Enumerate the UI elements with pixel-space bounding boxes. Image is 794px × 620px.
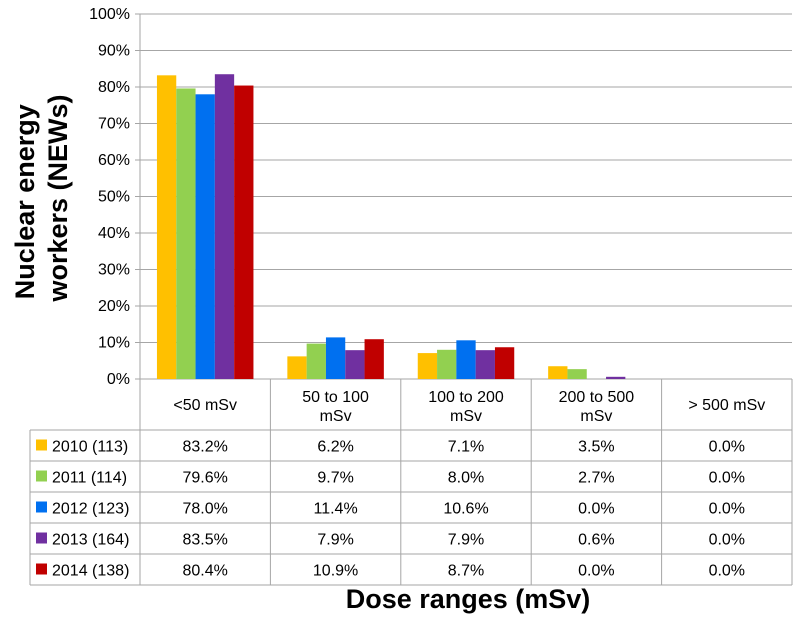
data-table-value: 0.0% [578,501,614,518]
bar [364,339,384,379]
data-table-value: 0.0% [709,501,745,518]
series-name: 2012 (123) [52,501,129,518]
category-label: 200 to 500 mSv [559,389,635,425]
y-axis-label-line-1: Nuclear energy [10,104,40,299]
data-table-value: 6.2% [317,439,353,456]
y-tick-label: 10% [98,335,130,352]
data-table-value: 9.7% [317,470,353,487]
bar [156,75,177,379]
category-label-line: > 500 mSv [688,397,765,414]
data-table-value: 2.7% [578,470,614,487]
y-tick-label: 100% [89,6,130,23]
y-tick-label: 60% [98,152,130,169]
bar [548,366,568,379]
category-label: 50 to 100 mSv [302,389,369,425]
data-table-value: 7.9% [448,532,484,549]
bar [567,369,587,379]
y-tick-label: 50% [98,189,130,206]
bar [195,94,215,380]
series-name: 2011 (114) [52,470,127,487]
table-legend: 2010 (113) 2011 (114) 2012 (123) 2013 (164)… [36,439,129,580]
category-label: 100 to 200 mSv [428,389,504,425]
category-label-line: 200 to 500 [559,389,635,406]
series-name: 2010 (113) [52,439,128,456]
legend-swatch [36,563,47,575]
data-table-value: 3.5% [578,439,614,456]
data-table-value: 7.1% [448,439,484,456]
data-table-value: 8.7% [448,563,484,580]
data-table-value: 0.6% [578,532,614,549]
y-tick-label: 70% [98,116,130,133]
bar [456,340,476,379]
data-table-value: 83.2% [183,439,228,456]
data-table-value: 79.6% [183,470,228,487]
bar [494,347,515,379]
legend-swatch [36,501,47,513]
bar [417,353,438,379]
bar [306,343,326,379]
data-table-value: 0.0% [709,563,745,580]
y-tick-label: 0% [107,371,130,388]
category-label-line: mSv [580,408,612,425]
bar [606,376,626,379]
y-tick-label: 30% [98,262,130,279]
legend-swatch [36,470,47,482]
legend-swatch [36,439,47,451]
data-table: 83.2% 6.2% 7.1% 3.5% 0.0% 79.6% 9.7% 8.0% 2.7% 0.… [29,378,793,586]
y-axis-label-line-2: workers (NEWs) [43,94,73,302]
data-table-value: 83.5% [183,532,228,549]
legend-swatch [36,532,47,544]
bar [176,88,196,380]
category-label-line: mSv [450,408,482,425]
data-table-value: 78.0% [183,501,228,518]
data-table-value: 10.6% [443,501,488,518]
series-name: 2013 (164) [52,532,129,549]
data-table-value: 10.9% [313,563,358,580]
bar [437,349,457,379]
data-table-value: 80.4% [183,563,228,580]
bar [234,85,254,379]
category-label: > 500 mSv [688,397,765,414]
category-label-line: 50 to 100 [302,389,369,406]
bar [287,356,307,379]
category-label-line: 100 to 200 [428,389,504,406]
data-table-value: 11.4% [314,501,358,518]
y-tick-label: 40% [98,225,130,242]
y-tick-label: 20% [98,298,130,315]
bar [345,350,365,379]
bars [156,74,626,380]
category-label-line: <50 mSv [173,397,237,414]
y-axis-ticks: 0% 10% 20% 30% 40% 50% 60% 70% 80% 90% 100% [89,6,130,388]
y-tick-label: 90% [98,43,130,60]
bar [475,350,495,379]
category-label: <50 mSv [173,397,237,414]
bar [214,74,235,379]
x-axis-label: Dose ranges (mSv) [346,584,591,614]
bar [325,337,346,379]
data-table-value: 7.9% [317,532,353,549]
data-table-value: 0.0% [578,563,614,580]
series-name: 2014 (138) [52,563,129,580]
data-table-value: 8.0% [448,470,484,487]
category-label-line: mSv [320,408,352,425]
y-tick-label: 80% [98,79,130,96]
data-table-value: 0.0% [709,470,745,487]
y-axis-label: Nuclear energy workers (NEWs) [10,94,73,302]
data-table-value: 0.0% [709,532,745,549]
data-table-value: 0.0% [709,439,745,456]
